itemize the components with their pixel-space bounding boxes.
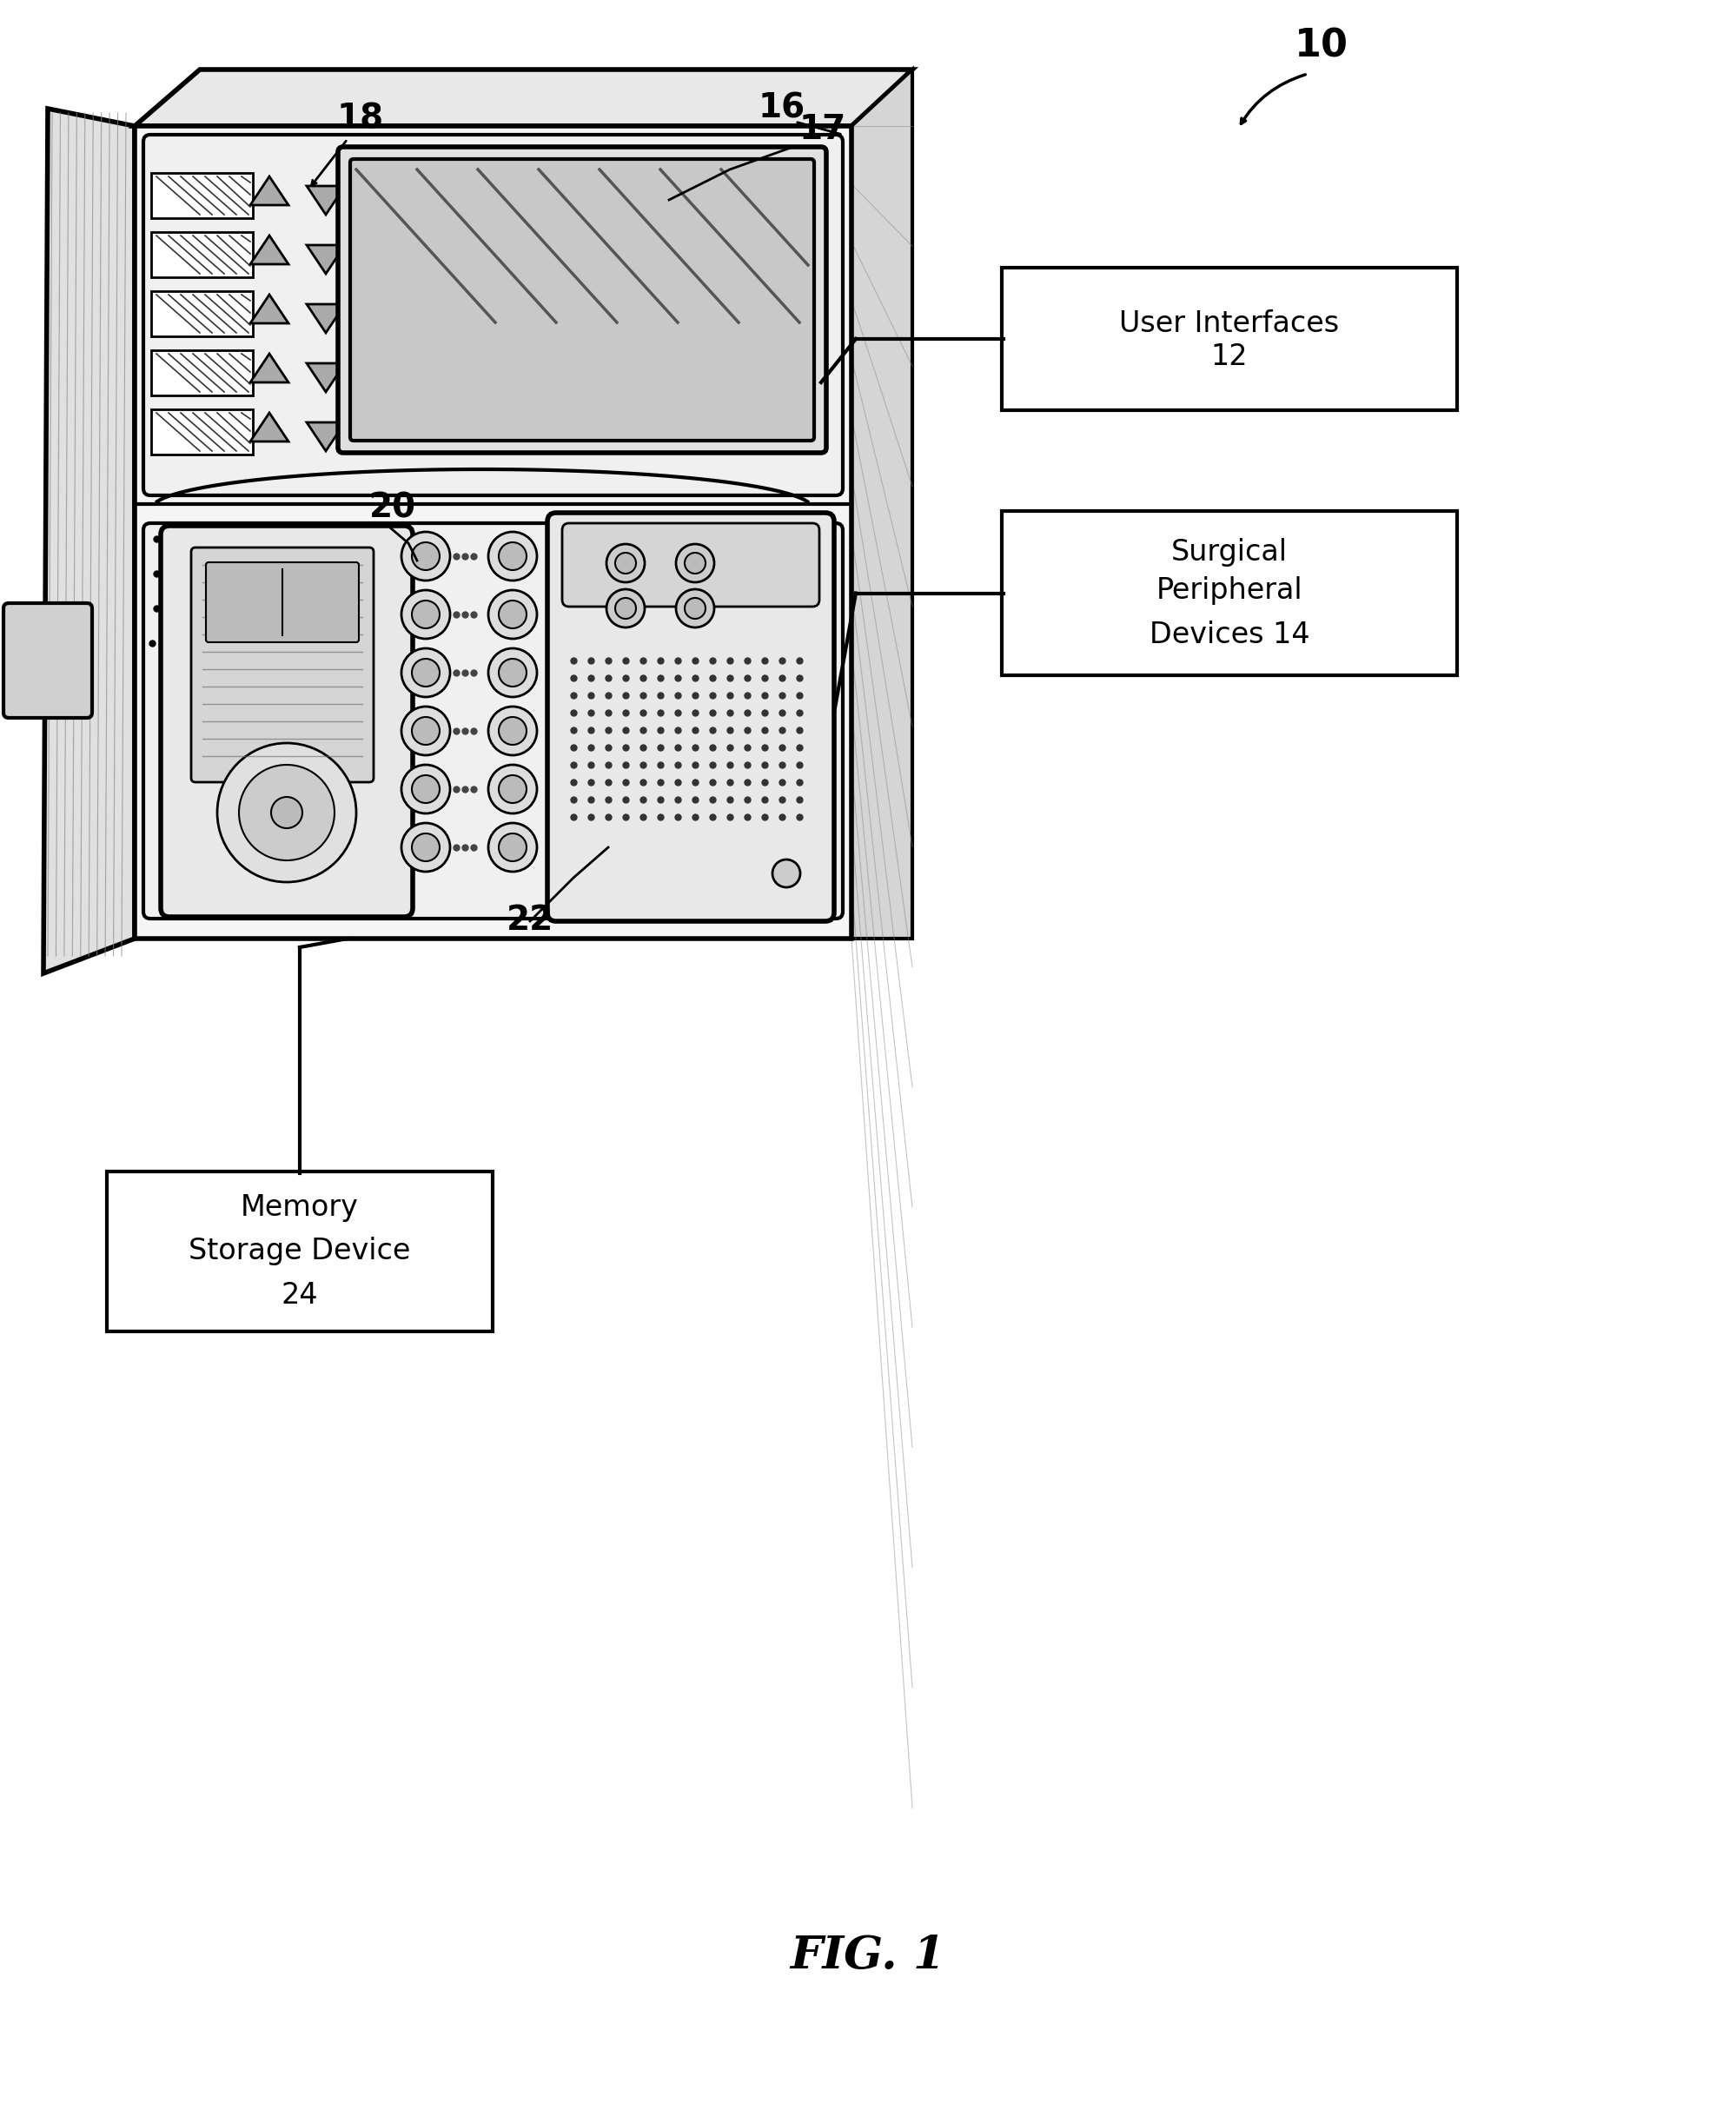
Polygon shape: [250, 355, 288, 382]
Circle shape: [401, 648, 450, 697]
Polygon shape: [307, 304, 345, 333]
Text: Memory: Memory: [241, 1194, 359, 1221]
Text: Storage Device: Storage Device: [189, 1236, 410, 1266]
Circle shape: [675, 588, 713, 627]
FancyBboxPatch shape: [108, 1172, 493, 1332]
FancyBboxPatch shape: [3, 603, 92, 718]
Polygon shape: [250, 412, 288, 442]
Circle shape: [498, 542, 526, 569]
Circle shape: [401, 590, 450, 639]
Circle shape: [606, 588, 644, 627]
FancyBboxPatch shape: [562, 523, 819, 607]
FancyBboxPatch shape: [151, 410, 253, 455]
Text: User Interfaces: User Interfaces: [1120, 308, 1338, 338]
Circle shape: [488, 707, 536, 756]
Circle shape: [498, 775, 526, 803]
Polygon shape: [307, 244, 345, 274]
Polygon shape: [135, 70, 911, 125]
Circle shape: [271, 796, 302, 828]
Circle shape: [401, 822, 450, 871]
Text: 16: 16: [759, 91, 806, 125]
Text: FIG. 1: FIG. 1: [790, 1933, 944, 1977]
Circle shape: [488, 531, 536, 580]
Polygon shape: [250, 176, 288, 206]
Text: Surgical: Surgical: [1170, 537, 1286, 567]
Circle shape: [498, 833, 526, 860]
Text: 12: 12: [1210, 342, 1248, 372]
FancyBboxPatch shape: [151, 232, 253, 278]
Circle shape: [675, 544, 713, 582]
Circle shape: [684, 552, 705, 573]
Circle shape: [488, 590, 536, 639]
Circle shape: [411, 718, 439, 746]
Circle shape: [498, 718, 526, 746]
Circle shape: [411, 542, 439, 569]
FancyBboxPatch shape: [1002, 268, 1457, 410]
Polygon shape: [250, 236, 288, 263]
Circle shape: [488, 648, 536, 697]
FancyBboxPatch shape: [151, 350, 253, 395]
Circle shape: [401, 707, 450, 756]
Circle shape: [240, 765, 335, 860]
Polygon shape: [851, 70, 911, 939]
FancyBboxPatch shape: [1002, 512, 1457, 675]
Text: 24: 24: [281, 1281, 318, 1308]
Text: Devices 14: Devices 14: [1149, 620, 1309, 648]
Circle shape: [411, 775, 439, 803]
Circle shape: [411, 658, 439, 686]
Text: 18: 18: [337, 102, 384, 136]
Polygon shape: [250, 295, 288, 323]
FancyBboxPatch shape: [339, 147, 826, 452]
FancyBboxPatch shape: [144, 134, 842, 495]
Circle shape: [615, 599, 635, 618]
FancyBboxPatch shape: [151, 172, 253, 219]
Text: 17: 17: [799, 113, 845, 147]
Circle shape: [684, 599, 705, 618]
Circle shape: [498, 601, 526, 629]
Polygon shape: [307, 363, 345, 393]
Polygon shape: [135, 125, 851, 939]
FancyBboxPatch shape: [151, 291, 253, 336]
Polygon shape: [307, 423, 345, 450]
FancyBboxPatch shape: [351, 159, 814, 440]
Circle shape: [217, 743, 356, 881]
FancyBboxPatch shape: [207, 563, 359, 641]
Circle shape: [401, 531, 450, 580]
Text: 10: 10: [1293, 28, 1347, 64]
Text: Peripheral: Peripheral: [1156, 576, 1302, 605]
Circle shape: [498, 658, 526, 686]
Circle shape: [401, 765, 450, 813]
FancyBboxPatch shape: [161, 527, 413, 918]
Polygon shape: [43, 108, 135, 973]
Text: 22: 22: [507, 905, 554, 937]
FancyBboxPatch shape: [144, 523, 842, 918]
Polygon shape: [307, 187, 345, 215]
FancyBboxPatch shape: [547, 512, 833, 922]
Circle shape: [488, 822, 536, 871]
Circle shape: [411, 601, 439, 629]
Circle shape: [411, 833, 439, 860]
Circle shape: [615, 552, 635, 573]
Circle shape: [773, 860, 800, 888]
Text: 20: 20: [370, 491, 417, 525]
Circle shape: [488, 765, 536, 813]
Circle shape: [606, 544, 644, 582]
FancyBboxPatch shape: [191, 548, 373, 782]
